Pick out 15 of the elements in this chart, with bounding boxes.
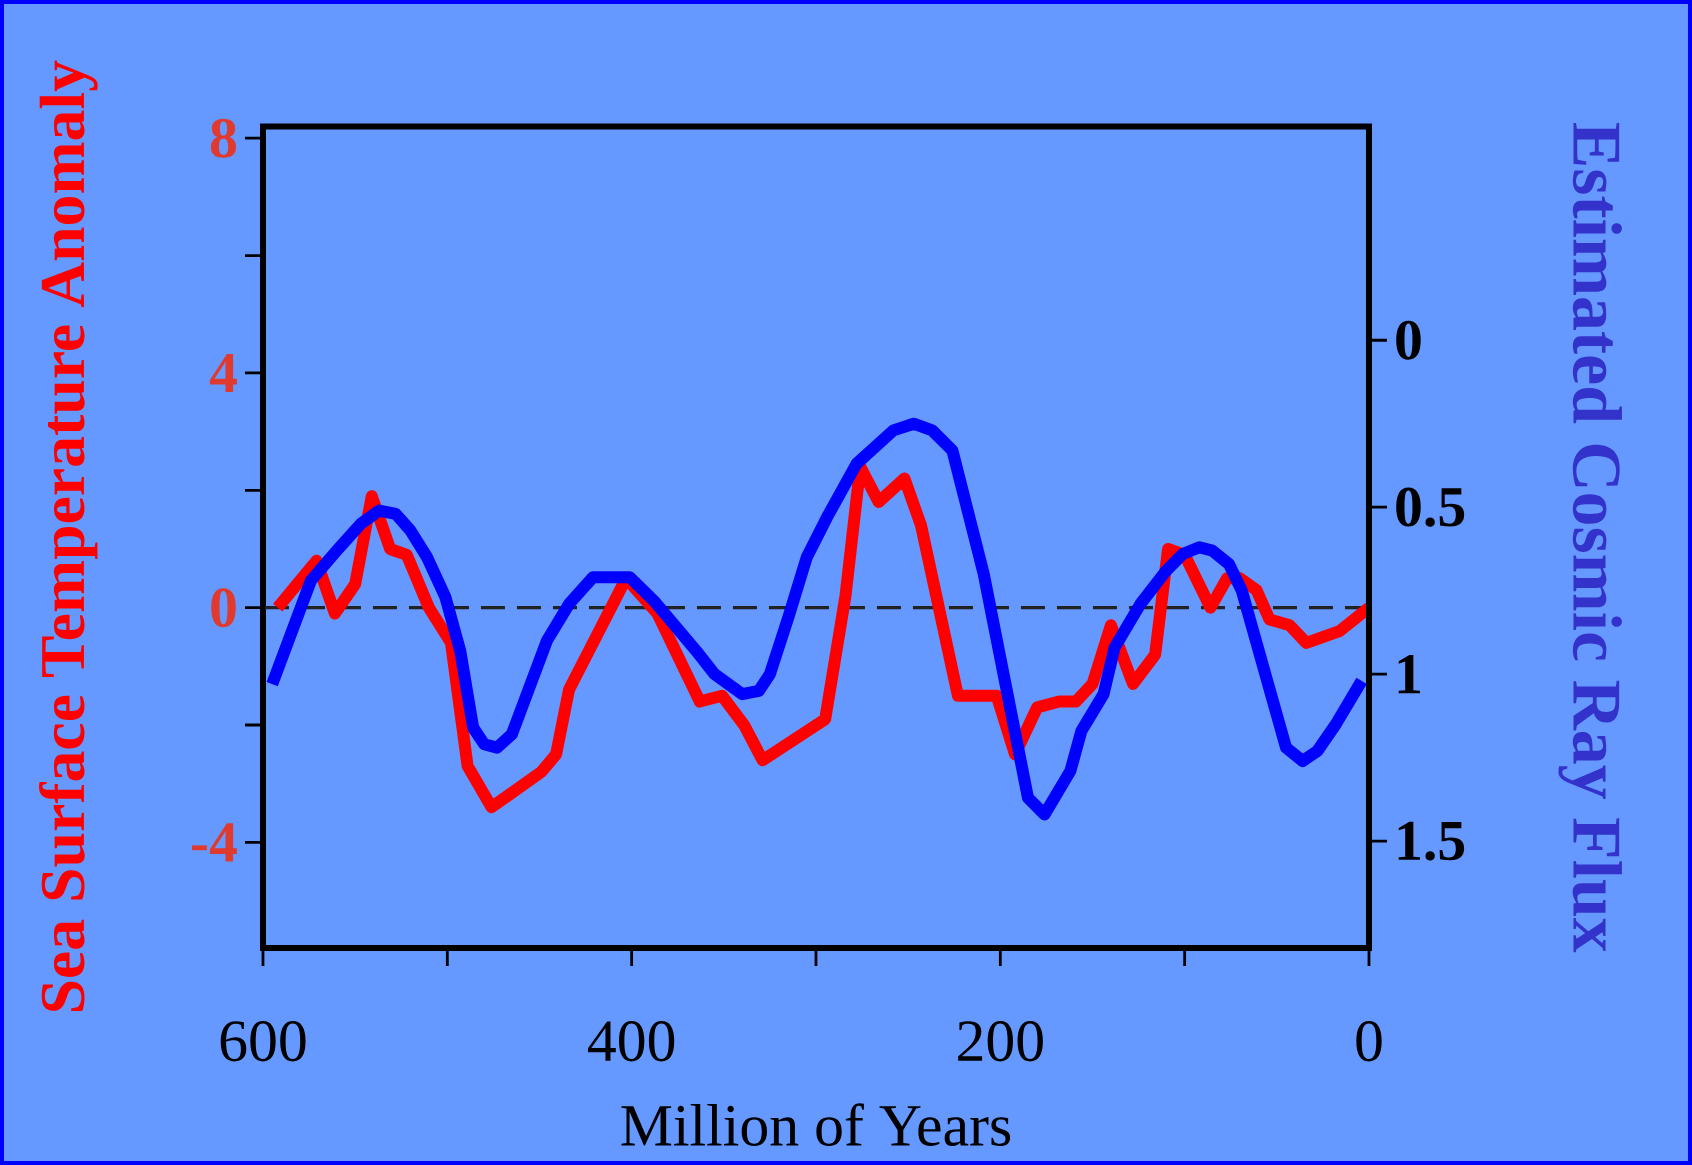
y2-tick-label: 1: [1398, 655, 1420, 694]
y2-tick-label: 0.5: [1396, 487, 1465, 527]
x-tick-label: 0: [1356, 1021, 1382, 1062]
x-axis-title: Million of Years: [621, 1103, 1011, 1146]
y2-tick-label: 0: [1396, 320, 1421, 360]
x-tick-label: 600: [220, 1021, 306, 1062]
x-tick-label: 200: [958, 1021, 1043, 1062]
y-axis-title: Sea Surface Temperature Anomaly: [39, 60, 98, 1012]
x-tick-label: 400: [587, 1021, 675, 1062]
y-tick-label: -4: [191, 823, 237, 862]
y-tick-label: 0: [211, 588, 236, 628]
y2-tick-label: 1.5: [1398, 821, 1465, 861]
y-tick-label: 8: [210, 118, 237, 158]
y2-axis-title: Estimated Cosmic Ray Flux: [1558, 122, 1622, 953]
y-tick-label: 4: [209, 353, 237, 392]
